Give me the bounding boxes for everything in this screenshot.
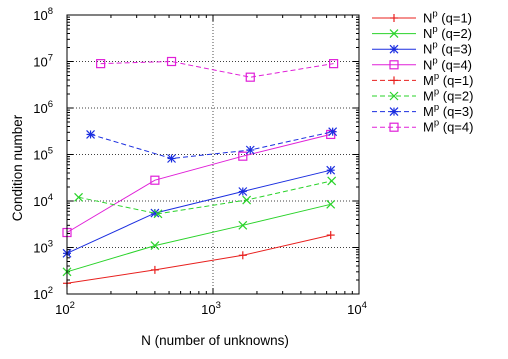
grid-lines xyxy=(67,15,359,294)
series-line-8 xyxy=(100,60,334,78)
legend-marker xyxy=(389,60,399,70)
series-line-2 xyxy=(66,203,331,273)
series-line-7 xyxy=(90,131,333,160)
series-lines xyxy=(62,56,339,288)
legend-label: Np (q=3) xyxy=(423,40,472,57)
y-tick-label: 105 xyxy=(33,146,53,163)
data-point xyxy=(74,192,83,202)
data-point xyxy=(150,265,159,274)
y-tick-label: 104 xyxy=(33,192,53,209)
data-point xyxy=(329,59,339,69)
legend-marker xyxy=(389,91,399,101)
data-point xyxy=(326,199,336,209)
data-point xyxy=(242,195,252,205)
x-axis-label: N (number of unknowns) xyxy=(141,333,289,348)
legend-item-5: Mp (q=1) xyxy=(372,71,473,88)
legend-marker xyxy=(389,44,399,54)
data-point xyxy=(238,151,248,161)
legend-marker xyxy=(389,122,399,132)
data-point xyxy=(326,231,335,240)
tick-labels: 102 103 104 102 103 104 105 106 107 108 xyxy=(33,6,367,317)
legend-item-7: Mp (q=3) xyxy=(372,102,473,119)
data-point xyxy=(327,176,337,186)
legend-marker xyxy=(389,29,399,39)
legend-marker xyxy=(389,107,399,117)
y-tick-label: 108 xyxy=(33,6,53,23)
legend-label: Mp (q=4) xyxy=(423,118,473,135)
legend-label: Mp (q=1) xyxy=(423,71,473,88)
data-point xyxy=(150,241,160,250)
series-line-6 xyxy=(78,180,332,215)
data-point xyxy=(150,175,160,185)
x-tick-label: 102 xyxy=(55,300,75,317)
legend-item-3: Np (q=3) xyxy=(372,40,472,57)
data-point xyxy=(96,59,106,69)
data-point xyxy=(245,72,255,82)
legend-item-8: Mp (q=4) xyxy=(372,118,473,135)
legend-marker xyxy=(390,76,398,85)
y-tick-label: 102 xyxy=(33,285,53,302)
x-tick-label: 104 xyxy=(347,300,367,317)
data-point xyxy=(328,127,338,137)
legend-label: Np (q=2) xyxy=(423,24,472,41)
data-point xyxy=(326,165,336,175)
y-tick-label: 103 xyxy=(33,239,53,256)
series-line-3 xyxy=(66,169,331,254)
legend: Np (q=1)Np (q=2)Np (q=3)Np (q=4)Mp (q=1)… xyxy=(372,9,473,135)
x-tick-label: 103 xyxy=(201,300,221,317)
legend-item-2: Np (q=2) xyxy=(372,24,472,41)
y-tick-label: 106 xyxy=(33,99,53,116)
data-point xyxy=(238,251,247,260)
data-point xyxy=(86,130,95,139)
legend-label: Mp (q=3) xyxy=(423,102,473,119)
legend-marker xyxy=(390,14,398,22)
legend-label: Np (q=1) xyxy=(423,9,472,26)
data-point xyxy=(153,209,163,219)
legend-label: Mp (q=2) xyxy=(423,87,473,104)
legend-label: Np (q=4) xyxy=(423,55,472,72)
plot-frame xyxy=(66,14,360,295)
y-axis-label: Condition number xyxy=(10,114,25,221)
legend-item-4: Np (q=4) xyxy=(372,55,472,72)
y-tick-label: 107 xyxy=(33,53,53,70)
legend-item-1: Np (q=1) xyxy=(372,9,472,26)
data-point xyxy=(245,145,255,155)
data-point xyxy=(167,154,176,163)
data-point xyxy=(166,56,177,67)
legend-item-6: Mp (q=2) xyxy=(372,87,473,104)
data-point xyxy=(238,220,248,230)
series-line-1 xyxy=(66,234,331,284)
series-line-4 xyxy=(66,133,331,233)
data-point xyxy=(238,187,248,196)
